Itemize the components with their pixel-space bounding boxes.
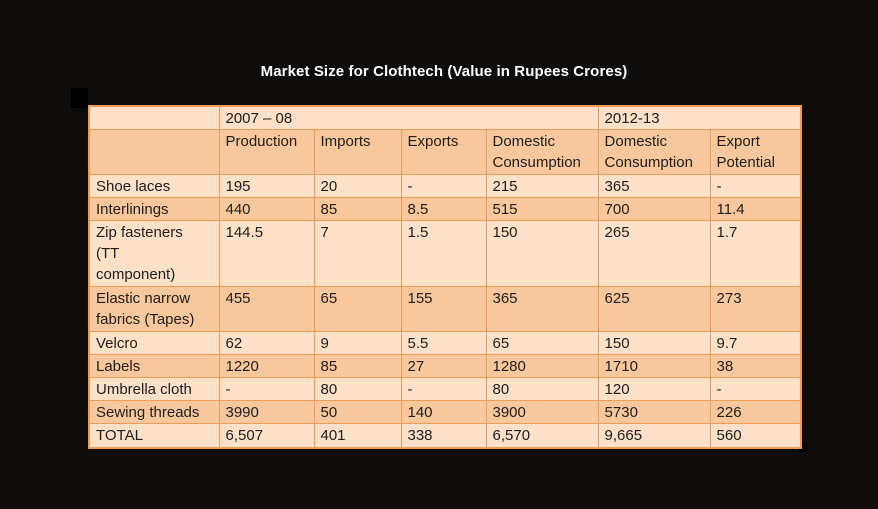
cell: - <box>218 377 315 401</box>
table-row-zip-fasteners: Zip fasteners (TT component) 144.5 7 1.5… <box>88 220 802 287</box>
cell: 9.7 <box>709 331 802 355</box>
table-row-umbrella-cloth: Umbrella cloth - 80 - 80 120 - <box>88 377 802 401</box>
cell: 265 <box>597 220 711 287</box>
cell: 85 <box>313 197 402 221</box>
cell: 365 <box>485 286 599 332</box>
cell: 365 <box>597 174 711 198</box>
row-label: Shoe laces <box>88 174 220 198</box>
cell: 11.4 <box>709 197 802 221</box>
cell: 65 <box>485 331 599 355</box>
table-row-interlinings: Interlinings 440 85 8.5 515 700 11.4 <box>88 197 802 221</box>
table-row-sewing-threads: Sewing threads 3990 50 140 3900 5730 226 <box>88 400 802 424</box>
market-size-table: 2007 – 08 2012-13 Production Imports Exp… <box>88 105 803 449</box>
row-label: Elastic narrow fabrics (Tapes) <box>88 286 220 332</box>
cell: 144.5 <box>218 220 315 287</box>
cell: 150 <box>485 220 599 287</box>
row-label: Umbrella cloth <box>88 377 220 401</box>
header-columns-row: Production Imports Exports Domestic Cons… <box>88 129 802 175</box>
column-header-domestic-consumption-2007: Domestic Consumption <box>485 129 599 175</box>
column-header-imports: Imports <box>313 129 402 175</box>
cell: 85 <box>313 354 402 378</box>
cell: 1710 <box>597 354 711 378</box>
table-row-shoe-laces: Shoe laces 195 20 - 215 365 - <box>88 174 802 198</box>
row-label: Zip fasteners (TT component) <box>88 220 220 287</box>
decor-square-top-left <box>71 88 88 108</box>
header-group-2012-13: 2012-13 <box>597 105 802 130</box>
cell: 215 <box>485 174 599 198</box>
cell: 440 <box>218 197 315 221</box>
cell: 80 <box>485 377 599 401</box>
header-label-cell <box>88 129 220 175</box>
cell: 62 <box>218 331 315 355</box>
cell: 38 <box>709 354 802 378</box>
row-label: Velcro <box>88 331 220 355</box>
cell: 20 <box>313 174 402 198</box>
cell: 6,507 <box>218 423 315 448</box>
column-header-domestic-consumption-2012: Domestic Consumption <box>597 129 711 175</box>
cell: 3990 <box>218 400 315 424</box>
cell: 401 <box>313 423 402 448</box>
cell: - <box>709 377 802 401</box>
row-label: TOTAL <box>88 423 220 448</box>
cell: 155 <box>400 286 487 332</box>
row-label: Labels <box>88 354 220 378</box>
header-corner-cell <box>88 105 220 130</box>
cell: - <box>400 174 487 198</box>
cell: 455 <box>218 286 315 332</box>
cell: 1280 <box>485 354 599 378</box>
cell: - <box>400 377 487 401</box>
column-header-production: Production <box>218 129 315 175</box>
cell: 9 <box>313 331 402 355</box>
cell: 273 <box>709 286 802 332</box>
table-row-labels: Labels 1220 85 27 1280 1710 38 <box>88 354 802 378</box>
cell: 65 <box>313 286 402 332</box>
header-group-row: 2007 – 08 2012-13 <box>88 105 802 130</box>
cell: 50 <box>313 400 402 424</box>
cell: 8.5 <box>400 197 487 221</box>
cell: 515 <box>485 197 599 221</box>
cell: 560 <box>709 423 802 448</box>
cell: 1.5 <box>400 220 487 287</box>
header-group-2007-08: 2007 – 08 <box>218 105 599 130</box>
cell: 700 <box>597 197 711 221</box>
row-label: Sewing threads <box>88 400 220 424</box>
cell: 9,665 <box>597 423 711 448</box>
cell: 150 <box>597 331 711 355</box>
cell: 120 <box>597 377 711 401</box>
row-label: Interlinings <box>88 197 220 221</box>
cell: 80 <box>313 377 402 401</box>
column-header-exports: Exports <box>400 129 487 175</box>
cell: 226 <box>709 400 802 424</box>
cell: 5.5 <box>400 331 487 355</box>
cell: 5730 <box>597 400 711 424</box>
cell: 1.7 <box>709 220 802 287</box>
decor-square-bottom-right <box>798 443 807 452</box>
table-row-total: TOTAL 6,507 401 338 6,570 9,665 560 <box>88 423 802 448</box>
table-row-elastic-narrow-fabrics: Elastic narrow fabrics (Tapes) 455 65 15… <box>88 286 802 332</box>
column-header-export-potential: Export Potential <box>709 129 802 175</box>
cell: 625 <box>597 286 711 332</box>
cell: 338 <box>400 423 487 448</box>
cell: 195 <box>218 174 315 198</box>
page-title: Market Size for Clothtech (Value in Rupe… <box>260 63 628 80</box>
cell: 3900 <box>485 400 599 424</box>
cell: 27 <box>400 354 487 378</box>
cell: - <box>709 174 802 198</box>
cell: 1220 <box>218 354 315 378</box>
cell: 7 <box>313 220 402 287</box>
table-row-velcro: Velcro 62 9 5.5 65 150 9.7 <box>88 331 802 355</box>
cell: 140 <box>400 400 487 424</box>
cell: 6,570 <box>485 423 599 448</box>
